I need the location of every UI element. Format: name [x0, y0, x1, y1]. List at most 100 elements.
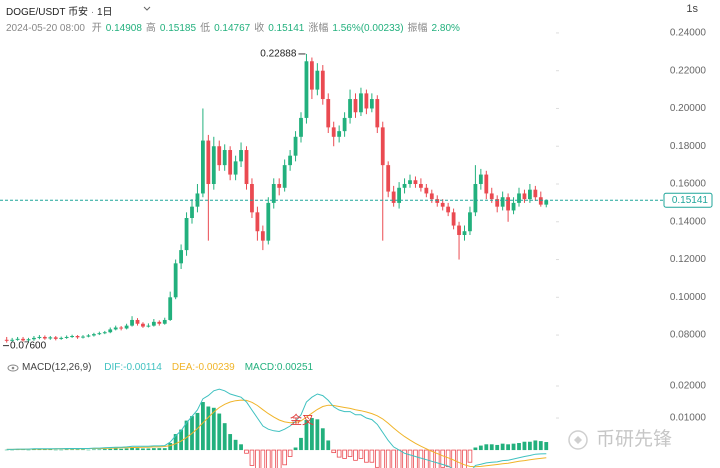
macd-bar [184, 420, 189, 451]
macd-bar [260, 449, 266, 468]
candle-body [424, 187, 429, 194]
candle-body [364, 93, 369, 109]
macd-bar [130, 447, 134, 451]
candle-body [130, 319, 134, 326]
macd-bar [380, 449, 386, 468]
interval[interactable]: 1日 [96, 7, 113, 18]
candle-body [435, 199, 440, 203]
macd-bar [391, 449, 396, 468]
macd-bar [440, 449, 445, 468]
candle-body [478, 174, 483, 185]
candle-body [517, 193, 521, 203]
info-value: 0.15185 [159, 23, 197, 34]
macd-bar [299, 437, 303, 451]
candle-body [244, 150, 249, 185]
info-value: 2.80% [431, 23, 460, 34]
macd-bar [228, 434, 233, 451]
watermark: 币研先锋 [596, 428, 672, 450]
candle-body [32, 337, 36, 340]
macd-bar [271, 449, 277, 468]
candle-body [457, 225, 461, 235]
candle-body [304, 61, 309, 118]
macd-bar [32, 449, 36, 451]
candle-body [528, 189, 532, 200]
candle-body [419, 184, 423, 188]
macd-bar [495, 444, 500, 451]
candle-body [113, 327, 118, 330]
macd-pane [4, 388, 549, 468]
macd-bar [506, 444, 510, 451]
candle-body [402, 184, 407, 188]
candle-body [489, 193, 494, 200]
macd-bar [217, 413, 222, 451]
candle-body [429, 193, 434, 200]
candle-body [506, 197, 510, 211]
macd-bar [233, 439, 238, 451]
macd-bar [81, 449, 85, 451]
candle-body [146, 325, 151, 327]
candle-body [266, 202, 271, 241]
candle-body [511, 202, 516, 211]
macd-bar [369, 449, 375, 463]
candle-body [184, 218, 189, 251]
macd-bar [53, 449, 58, 451]
candle-body [48, 337, 53, 339]
interval-chevron[interactable] [143, 6, 151, 11]
macd-bar [533, 440, 538, 451]
candle-body [250, 184, 254, 213]
candle-body [386, 165, 391, 192]
info-value: 1.56%(0.00233) [332, 23, 404, 34]
macd-bar [500, 443, 505, 451]
macd-y-tick-label: 0.02000 [670, 381, 707, 392]
macd-bar [287, 449, 293, 457]
eye-icon[interactable] [7, 364, 19, 372]
macd-bar [119, 448, 124, 451]
candle-body [179, 250, 183, 264]
candle-body [299, 117, 303, 137]
macd-bar [113, 448, 118, 451]
candle-body [282, 165, 287, 188]
info-label: 收 [254, 23, 265, 34]
candle-body [260, 231, 265, 241]
macd-bar [407, 449, 413, 468]
macd-bar [211, 407, 216, 451]
macd-bar [92, 449, 96, 451]
speed[interactable]: 1s [686, 3, 698, 15]
candle-body [4, 339, 9, 341]
info-label: 振幅 [407, 23, 428, 34]
candle-body [37, 336, 42, 338]
symbol-row: DOGE/USDT 币安 · 1日 [6, 3, 113, 18]
macd-bar [489, 444, 494, 451]
symbol[interactable]: DOGE/USDT [6, 7, 66, 18]
candle-body [353, 99, 358, 113]
candle-body [70, 336, 74, 338]
macd-bar [331, 449, 336, 454]
macd-bar [64, 449, 69, 451]
candle-body [342, 117, 347, 132]
candle-body [522, 193, 527, 200]
candle-body [157, 321, 162, 324]
candle-body [201, 140, 205, 194]
candle-body [446, 206, 451, 213]
candle-body [369, 99, 374, 109]
macd-bar [462, 449, 467, 468]
macd-bar [418, 449, 424, 468]
high-label: 0.22888 [260, 49, 297, 60]
candle-body [391, 191, 396, 203]
candle-body [544, 200, 549, 205]
dif-line [6, 388, 547, 468]
macd-bar [473, 447, 478, 451]
macd-bar [201, 402, 205, 451]
last-price-box [663, 192, 713, 208]
info-row: 2024-05-20 08:00 开 0.14908 高 0.15185 低 0.1476… [6, 19, 460, 34]
candle-body [15, 338, 20, 340]
macd-bar [528, 441, 532, 451]
macd-bar [179, 429, 183, 451]
candle-body [168, 297, 173, 320]
candle-body [326, 99, 331, 128]
candle-body [97, 333, 102, 335]
macd-legend: MACD(12,26,9) DIF:-0.00114 DEA:-0.00239 MA… [22, 362, 313, 373]
info-value: 0.15141 [268, 23, 305, 34]
y-tick-label: 0.18000 [670, 141, 707, 152]
